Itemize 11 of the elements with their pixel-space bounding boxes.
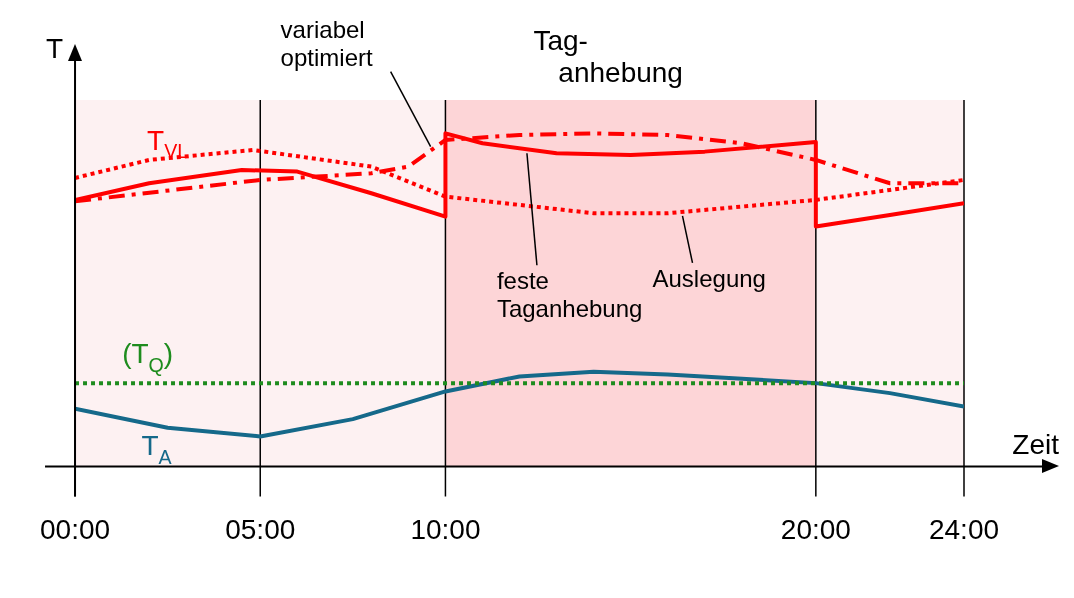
band-label: Tag-anhebung: [533, 25, 683, 88]
text: variabel optimiert: [280, 15, 373, 71]
x-tick-label: 24:00: [928, 513, 1000, 545]
y-axis-title: T: [45, 33, 64, 64]
text: Auslegung: [652, 264, 766, 292]
x-tick-label: 00:00: [40, 513, 111, 545]
x-axis-title: Zeit: [1012, 429, 1060, 461]
x-tick-label: 05:00: [225, 513, 296, 545]
text: feste Taganhebung: [496, 267, 643, 323]
x-tick-label: 10:00: [410, 513, 481, 545]
x-tick-label: 20:00: [780, 513, 851, 545]
